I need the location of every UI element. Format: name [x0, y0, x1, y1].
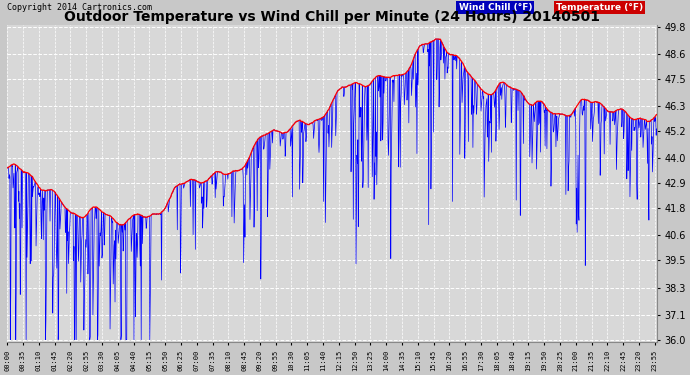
Title: Outdoor Temperature vs Wind Chill per Minute (24 Hours) 20140501: Outdoor Temperature vs Wind Chill per Mi…: [64, 9, 600, 24]
Text: Temperature (°F): Temperature (°F): [556, 3, 643, 12]
Text: Wind Chill (°F): Wind Chill (°F): [458, 3, 532, 12]
Text: Copyright 2014 Cartronics.com: Copyright 2014 Cartronics.com: [7, 3, 152, 12]
